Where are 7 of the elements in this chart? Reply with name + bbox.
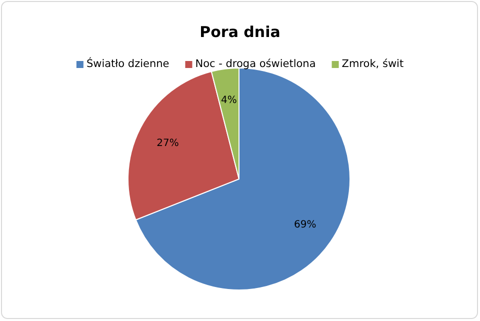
chart-title: Pora dnia xyxy=(200,23,280,41)
legend-label: Światło dzienne xyxy=(86,57,170,70)
data-label: 4% xyxy=(221,95,237,106)
data-label: 69% xyxy=(294,219,316,230)
data-label: 27% xyxy=(156,138,179,150)
legend-label: Noc - droga oświetlona xyxy=(195,58,316,70)
legend-label: Zmrok, świt xyxy=(342,58,404,70)
